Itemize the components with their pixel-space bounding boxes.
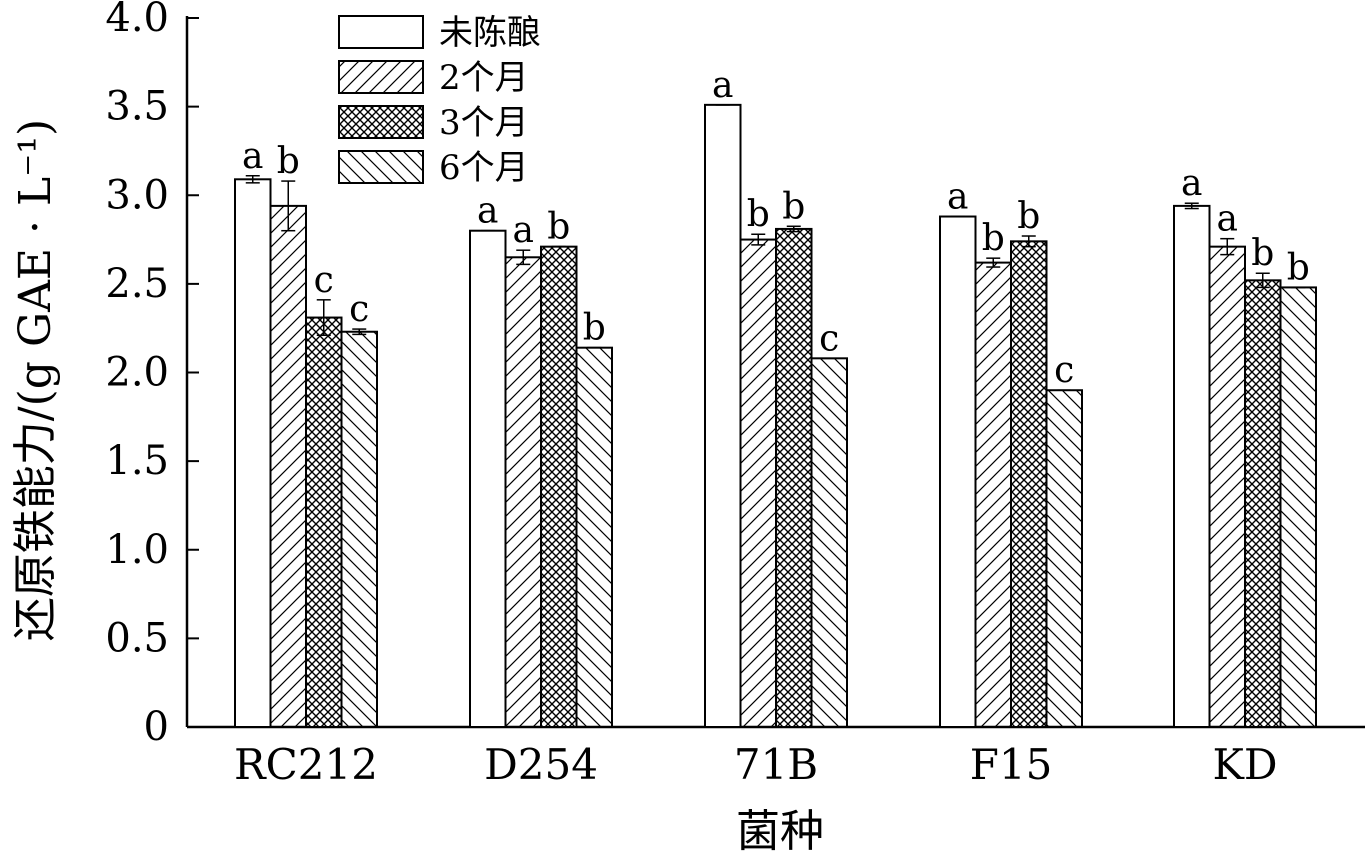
bar (974, 261, 1012, 728)
bars-group (234, 103, 1317, 729)
bar (305, 316, 343, 728)
x-tick-label: KD (1212, 740, 1277, 789)
bar (340, 330, 378, 728)
bar (1244, 279, 1282, 728)
legend-label: 2个月 (439, 58, 529, 98)
significance-label: c (349, 289, 369, 330)
x-tick-label: RC212 (234, 740, 378, 789)
y-tick-label: 3.5 (105, 84, 169, 130)
significance-label: b (782, 186, 805, 227)
bar (1173, 204, 1211, 728)
bar (1208, 245, 1246, 728)
legend-swatch (338, 60, 424, 94)
bar (540, 245, 578, 728)
legend-swatch (338, 150, 424, 184)
significance-label: a (712, 65, 733, 106)
bar (1045, 389, 1083, 728)
significance-label: a (1217, 199, 1238, 240)
bar (775, 227, 813, 729)
y-tick-label: 0.5 (105, 615, 169, 661)
significance-label: c (314, 260, 334, 301)
legend-label: 未陈酿 (439, 13, 541, 53)
x-tick-label: F15 (970, 740, 1053, 789)
bar (1279, 286, 1317, 728)
bar (810, 357, 848, 728)
significance-label: b (277, 141, 300, 182)
legend: 未陈酿 2个月 3个月 6个月 (338, 13, 541, 188)
y-tick-label: 1.0 (105, 527, 169, 573)
y-axis: 0 0.5 1.0 1.5 2.0 2.5 3.0 3.5 4.0 (105, 0, 199, 750)
y-tick-label: 0 (144, 704, 169, 750)
y-tick-label: 2.5 (105, 261, 169, 307)
significance-label: b (1287, 247, 1310, 288)
bar (575, 346, 613, 728)
bar (469, 229, 507, 728)
significance-label: a (1181, 163, 1202, 204)
significance-label: a (242, 136, 263, 177)
significance-label: b (747, 194, 770, 235)
x-tick-label: 71B (734, 740, 818, 789)
significance-label: a (513, 210, 534, 251)
bar (939, 215, 977, 729)
bar (704, 103, 742, 729)
significance-label: a (947, 177, 968, 218)
significance-label: b (1017, 196, 1040, 237)
y-tick-label: 4.0 (105, 0, 169, 41)
bar (1010, 240, 1048, 729)
x-tick-label: D254 (484, 740, 598, 789)
bar (504, 256, 542, 728)
y-axis-title: 还原铁能力/(g GAE · L⁻¹) (10, 119, 61, 641)
error-bars-group (245, 104, 1306, 391)
bar (269, 204, 307, 728)
legend-label: 6个月 (439, 148, 529, 188)
legend-swatch (338, 105, 424, 139)
y-tick-label: 2.0 (105, 350, 169, 396)
x-axis-title: 菌种 (736, 806, 824, 856)
significance-label: a (477, 191, 498, 232)
significance-label: b (1251, 233, 1274, 274)
significance-label: b (583, 308, 606, 349)
y-tick-label: 1.5 (105, 438, 169, 484)
x-axis: RC212 D254 71B F15 KD (187, 715, 1365, 789)
significance-label: b (982, 218, 1005, 259)
significance-label: c (1054, 350, 1074, 391)
bar (234, 178, 272, 729)
significance-label: c (819, 318, 839, 359)
legend-label: 3个月 (439, 103, 529, 143)
bar (739, 238, 777, 728)
significance-label: b (547, 207, 570, 248)
y-tick-label: 3.0 (105, 172, 169, 218)
legend-swatch (338, 15, 424, 49)
